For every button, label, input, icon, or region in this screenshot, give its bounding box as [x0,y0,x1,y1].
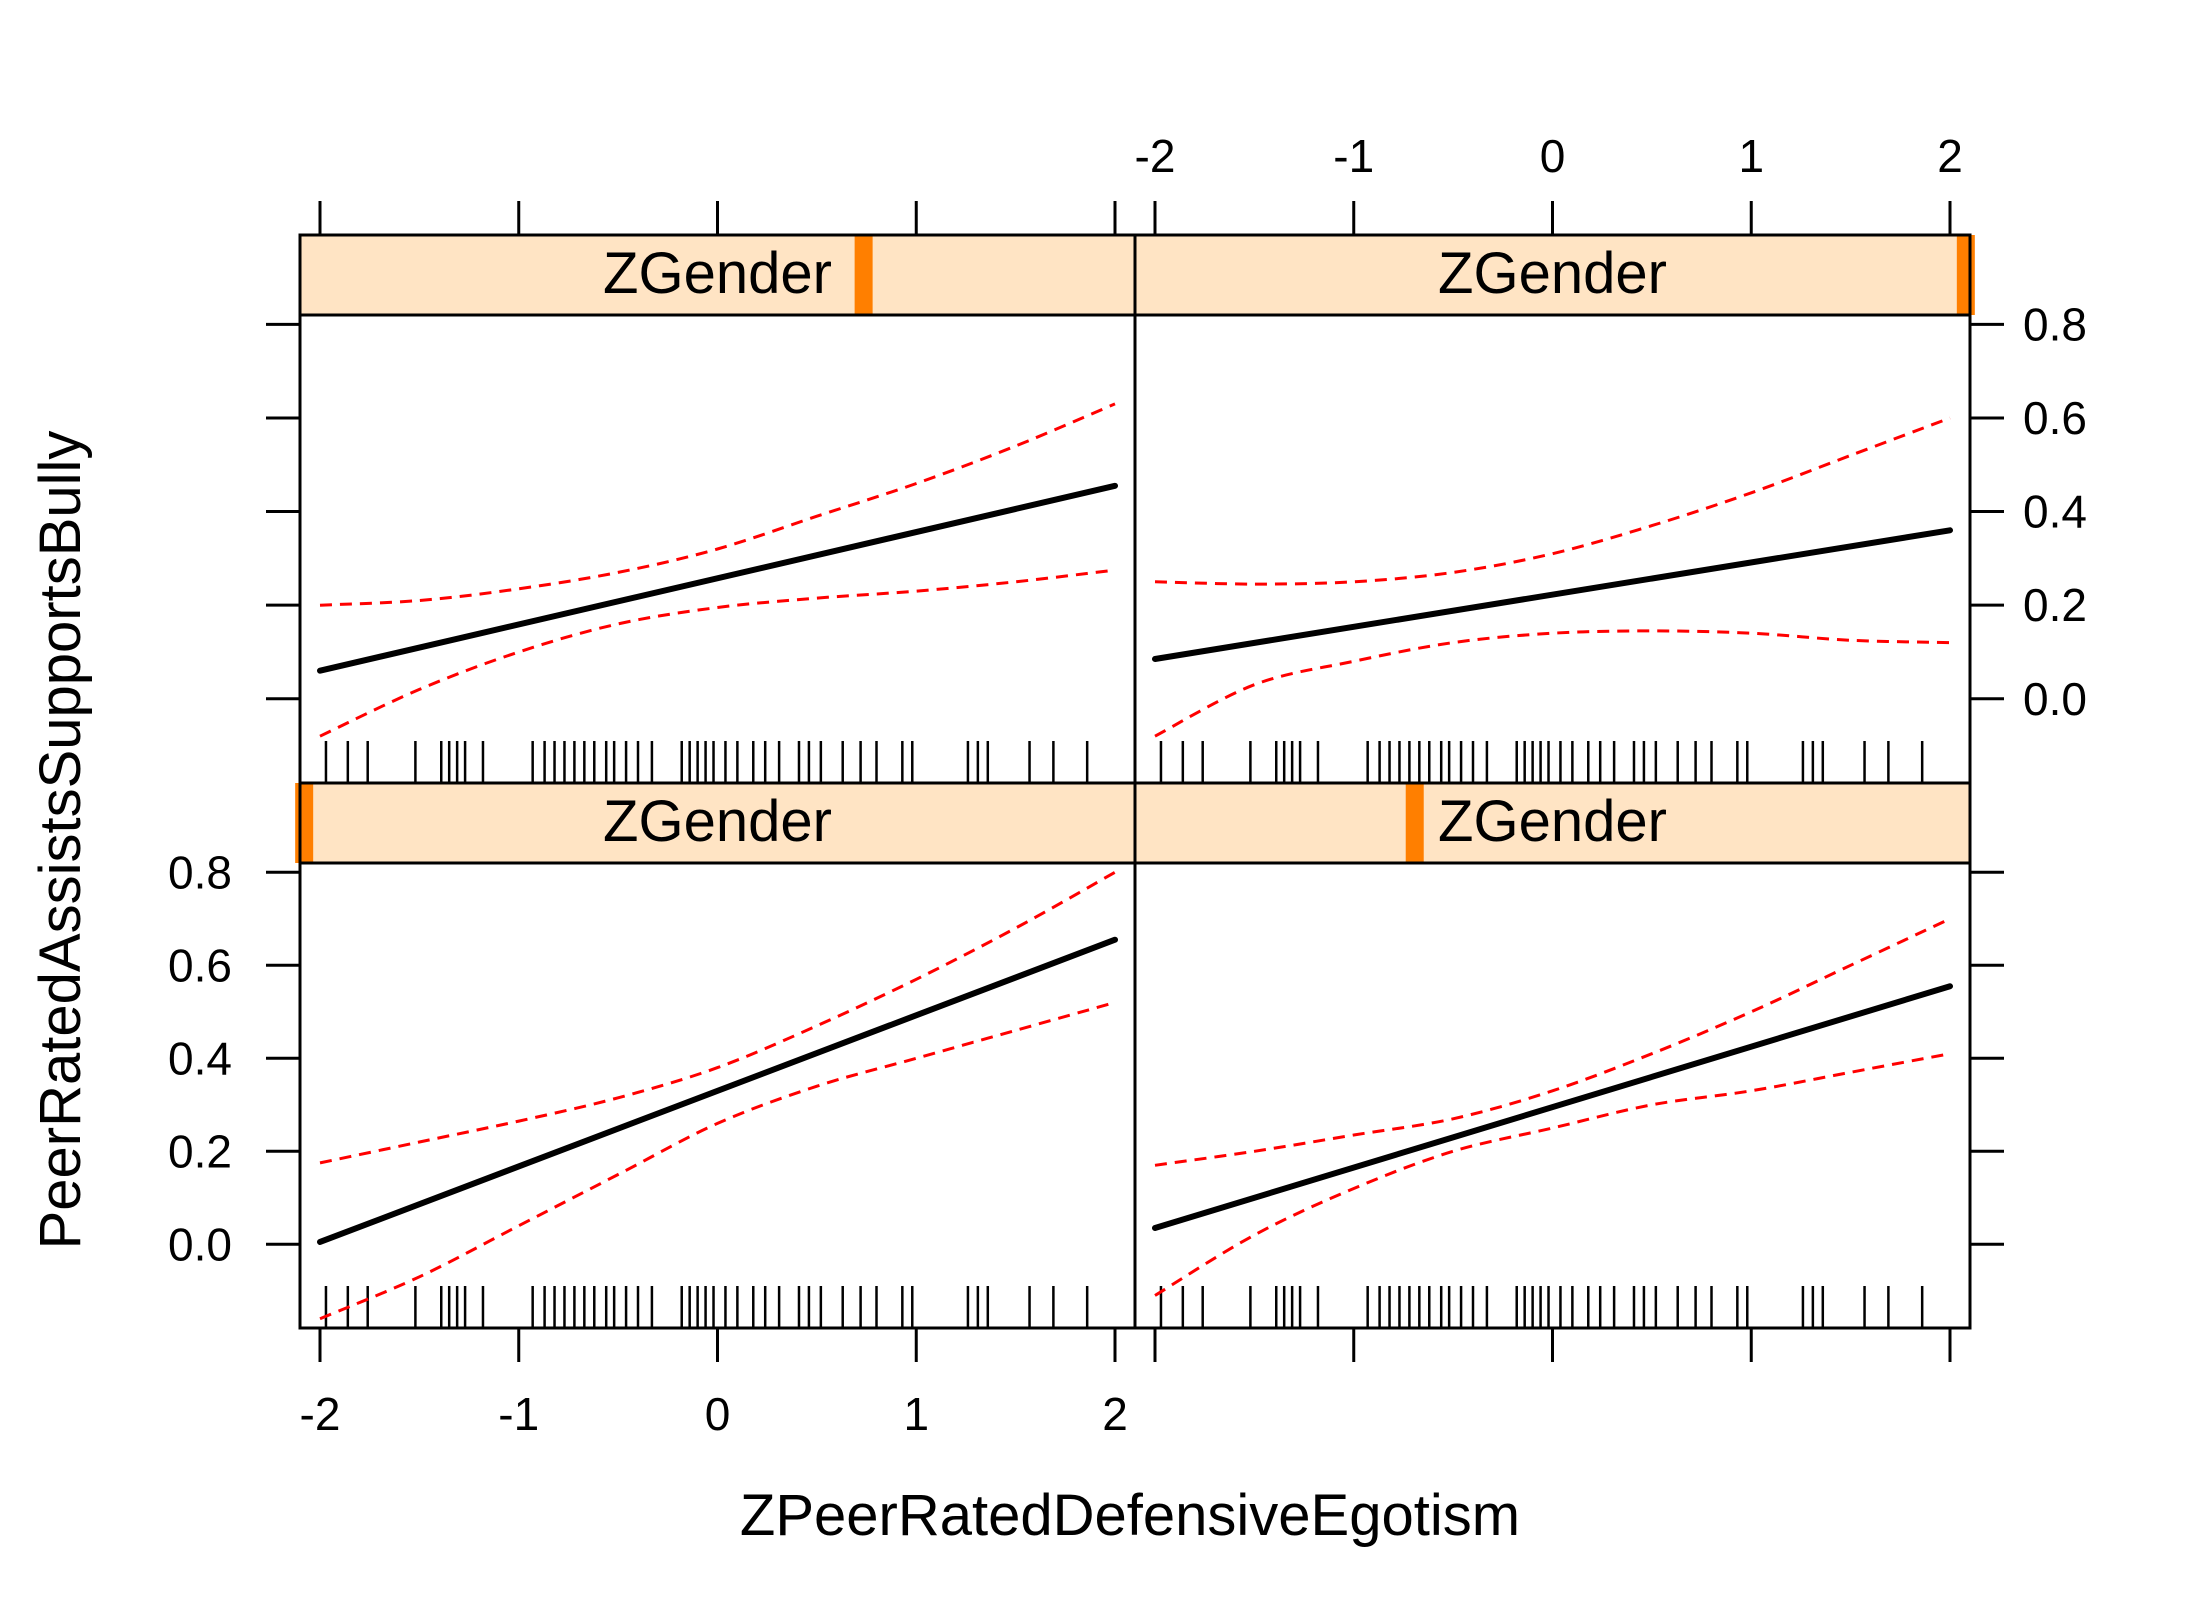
upper-confidence-band [319,402,1116,607]
axes-layer: -2 -2 -1 -1 0 0 1 1 2 2 0.0 0.2 0.4 0.6 0.8 0.0 0.2 0.4 0.… [168,130,2087,1440]
y-axis-title: PeerRatedAssistsSupportsBully [28,431,93,1250]
panel-top-right: ZGender [1133,233,1975,785]
strip-background [1135,235,1970,315]
y-tick-label-right: 0.8 [2023,298,2087,350]
strip-label: ZGender [603,789,832,854]
panel-bottom-right: ZGender [1133,781,1972,1330]
fit-line [317,482,1118,674]
x-tick-label-top: 0 [1540,130,1566,182]
x-tick-label-bottom: 2 [1102,1388,1128,1440]
y-tick-label-left: 0.2 [168,1125,232,1177]
panel-top-left: ZGender [298,233,1137,785]
strip-label: ZGender [1438,789,1667,854]
strip-background [300,235,1135,315]
rug-marks [1159,1286,1924,1328]
strip-label: ZGender [603,241,832,306]
x-tick-label-bottom: -2 [300,1388,341,1440]
lower-confidence-band [1154,1052,1951,1297]
lower-confidence-band [319,1001,1116,1321]
y-tick-label-right: 0.2 [2023,579,2087,631]
x-tick-label-top: 2 [1937,130,1963,182]
rug-marks [324,1286,1089,1328]
x-tick-label-top: 1 [1738,130,1764,182]
strip-level-marker [1405,783,1424,863]
x-tick-label-bottom: 0 [705,1388,731,1440]
x-tick-label-bottom: -1 [498,1388,539,1440]
x-tick-label-bottom: 1 [903,1388,929,1440]
y-tick-label-left: 0.8 [168,846,232,898]
upper-confidence-band [1154,416,1951,586]
strip-background [300,783,1135,863]
rug-marks [324,741,1089,783]
fit-line [317,936,1118,1245]
x-tick-label-top: -1 [1333,130,1374,182]
fit-line [1152,527,1953,662]
panel-bottom-left: ZGender [295,781,1137,1330]
y-tick-label-right: 0.6 [2023,392,2087,444]
lower-confidence-band [319,568,1116,738]
rug-marks [1159,741,1924,783]
strip-level-marker [1956,235,1975,315]
panels-layer: ZGender ZGender ZGender ZGender [295,233,1975,1330]
y-tick-label-left: 0.0 [168,1218,232,1270]
x-tick-label-top: -2 [1135,130,1176,182]
strip-background [1135,783,1970,863]
upper-confidence-band [1154,917,1951,1167]
strip-label: ZGender [1438,241,1667,306]
upper-confidence-band [319,870,1116,1165]
y-tick-label-right: 0.4 [2023,486,2087,538]
strip-level-marker [295,783,314,863]
panel-border [1133,861,1972,1330]
y-tick-label-left: 0.6 [168,939,232,991]
strip-level-marker [854,235,873,315]
y-tick-label-right: 0.0 [2023,673,2087,725]
lower-confidence-band [1154,629,1951,738]
fit-line [1152,983,1953,1232]
y-tick-label-left: 0.4 [168,1032,232,1084]
x-axis-title: ZPeerRatedDefensiveEgotism [740,1483,1520,1548]
